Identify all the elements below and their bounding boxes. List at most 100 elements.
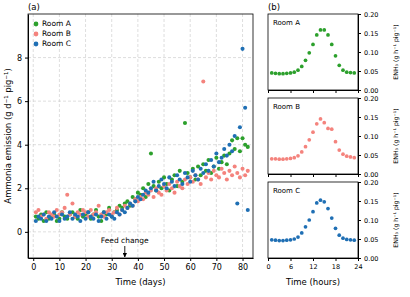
point (149, 186, 153, 190)
point (238, 175, 242, 179)
grid-line-y (28, 144, 253, 145)
point (225, 154, 229, 158)
x-tick-label: 0 (31, 263, 36, 272)
point (196, 178, 200, 182)
y-axis-title: ENH₃ (g h⁻¹ pig⁻¹) (392, 24, 400, 79)
legend-marker (34, 32, 39, 37)
y-tick-label: 0.15 (364, 114, 378, 122)
x-tick: 40 (133, 258, 143, 272)
point (97, 219, 101, 223)
point (99, 215, 103, 219)
point (204, 175, 208, 179)
y-tick-label: 0 (17, 228, 22, 237)
point (352, 156, 356, 160)
point (246, 169, 250, 173)
point (326, 33, 330, 37)
point (341, 68, 345, 72)
x-tick: 18 (332, 258, 340, 271)
point (133, 199, 137, 203)
point (319, 28, 323, 32)
panel: 061218240.000.050.100.150.20Time (hours)… (266, 179, 399, 287)
x-axis: 06121824 (266, 258, 362, 271)
point (292, 237, 296, 241)
point (212, 169, 216, 173)
point (157, 184, 161, 188)
point (241, 167, 245, 171)
x-tick-mark (268, 174, 269, 177)
point (285, 238, 289, 242)
point (304, 225, 308, 229)
point (76, 215, 80, 219)
point (78, 219, 82, 223)
y-tick-label: 4 (17, 141, 22, 150)
point (352, 238, 356, 242)
y-tick: 0.20 (358, 11, 378, 19)
marks (270, 117, 356, 161)
point (341, 236, 345, 240)
point (326, 207, 330, 211)
point (277, 72, 281, 76)
y-tick-mark (358, 90, 361, 91)
point (201, 80, 205, 84)
point (65, 215, 69, 219)
point (91, 217, 95, 221)
x-tick: 80 (238, 258, 248, 272)
x-tick-label: 12 (309, 263, 317, 271)
point (337, 233, 341, 237)
point (183, 171, 187, 175)
x-tick: 0 (31, 258, 36, 272)
x-tick-mark (86, 258, 87, 261)
grid-line-y (28, 231, 253, 232)
point (193, 173, 197, 177)
point (193, 173, 197, 177)
point (191, 169, 195, 173)
y-tick: 0.10 (358, 49, 378, 57)
x-tick-mark (313, 174, 314, 177)
x-tick-mark (336, 90, 337, 93)
series (270, 117, 356, 161)
y-tick: 6 (17, 97, 28, 106)
point (214, 151, 218, 155)
point (345, 238, 349, 242)
point (68, 210, 72, 214)
x-tick-label: 0 (266, 263, 270, 271)
point (131, 204, 135, 208)
point (217, 175, 221, 179)
point (206, 169, 210, 173)
point (315, 201, 319, 205)
x-tick (336, 174, 337, 177)
y-tick: 0.20 (358, 179, 378, 187)
point (246, 145, 250, 149)
x-tick-label: 10 (55, 263, 65, 272)
point (222, 171, 226, 175)
point (97, 204, 101, 208)
x-tick-label: 40 (133, 263, 143, 272)
point (243, 106, 247, 110)
point (238, 149, 242, 153)
grid-line-x (111, 14, 112, 258)
point (63, 206, 67, 210)
point (180, 186, 184, 190)
x-tick-label: 6 (289, 263, 293, 271)
x-axis-title: Time (hours) (285, 277, 340, 287)
point (104, 217, 108, 221)
point (330, 43, 334, 47)
x-tick: 6 (289, 258, 293, 271)
y-axis: 02468 (17, 15, 29, 259)
point (167, 175, 171, 179)
panel-label: (b) (268, 2, 280, 12)
point (341, 152, 345, 156)
point (86, 210, 90, 214)
point (277, 157, 281, 161)
y-tick-mark (358, 258, 361, 259)
y-tick: 0.00 (358, 255, 378, 263)
point (319, 117, 323, 121)
point (186, 175, 190, 179)
x-tick-label: 18 (332, 263, 340, 271)
point (315, 33, 319, 37)
x-tick-mark (59, 258, 60, 261)
point (115, 206, 119, 210)
y-tick-mark (358, 155, 361, 156)
legend-marker (34, 42, 39, 47)
point (86, 210, 90, 214)
